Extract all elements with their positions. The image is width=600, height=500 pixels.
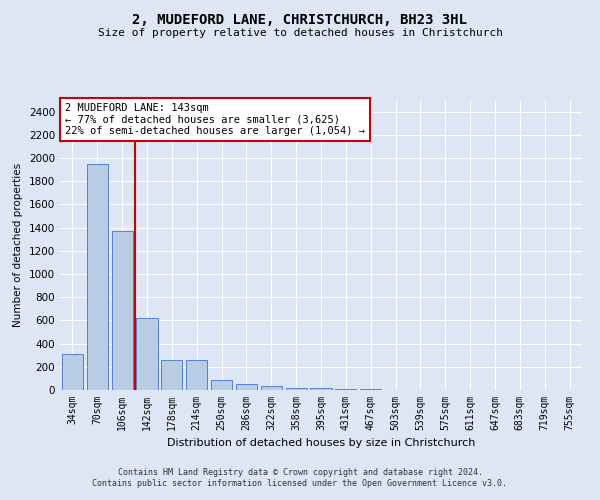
Bar [136, 318, 158, 390]
Bar [62, 354, 83, 390]
Bar [87, 164, 108, 390]
Bar [310, 388, 332, 390]
Bar [211, 380, 232, 390]
Text: 2, MUDEFORD LANE, CHRISTCHURCH, BH23 3HL: 2, MUDEFORD LANE, CHRISTCHURCH, BH23 3HL [133, 12, 467, 26]
Text: 2 MUDEFORD LANE: 143sqm
← 77% of detached houses are smaller (3,625)
22% of semi: 2 MUDEFORD LANE: 143sqm ← 77% of detache… [65, 103, 365, 136]
Bar [186, 360, 207, 390]
X-axis label: Distribution of detached houses by size in Christchurch: Distribution of detached houses by size … [167, 438, 475, 448]
Bar [286, 388, 307, 390]
Text: Contains HM Land Registry data © Crown copyright and database right 2024.
Contai: Contains HM Land Registry data © Crown c… [92, 468, 508, 487]
Bar [236, 384, 257, 390]
Text: Size of property relative to detached houses in Christchurch: Size of property relative to detached ho… [97, 28, 503, 38]
Bar [335, 389, 356, 390]
Bar [112, 230, 133, 390]
Y-axis label: Number of detached properties: Number of detached properties [13, 163, 23, 327]
Bar [261, 386, 282, 390]
Bar [161, 360, 182, 390]
